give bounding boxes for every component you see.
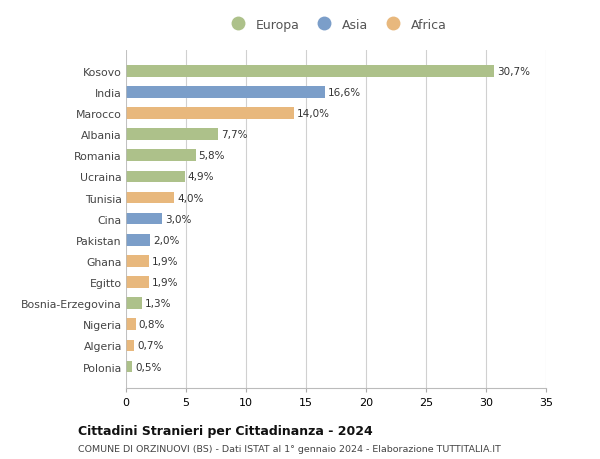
Bar	[126, 256, 149, 267]
Bar	[126, 235, 150, 246]
Bar	[126, 277, 149, 288]
Text: 4,0%: 4,0%	[177, 193, 203, 203]
Text: 30,7%: 30,7%	[497, 67, 530, 77]
Bar	[126, 298, 142, 309]
Legend: Europa, Asia, Africa: Europa, Asia, Africa	[223, 16, 449, 34]
Bar	[126, 108, 294, 120]
Text: Cittadini Stranieri per Cittadinanza - 2024: Cittadini Stranieri per Cittadinanza - 2…	[78, 425, 373, 437]
Text: 7,7%: 7,7%	[221, 130, 248, 140]
Text: 16,6%: 16,6%	[328, 88, 361, 98]
Text: 1,9%: 1,9%	[152, 256, 178, 266]
Bar	[126, 171, 185, 183]
Bar	[126, 150, 196, 162]
Text: 14,0%: 14,0%	[297, 109, 330, 119]
Bar	[126, 361, 132, 373]
Bar	[126, 192, 174, 204]
Text: 1,3%: 1,3%	[145, 298, 171, 308]
Bar	[126, 340, 134, 352]
Bar	[126, 66, 494, 78]
Text: COMUNE DI ORZINUOVI (BS) - Dati ISTAT al 1° gennaio 2024 - Elaborazione TUTTITAL: COMUNE DI ORZINUOVI (BS) - Dati ISTAT al…	[78, 444, 501, 453]
Text: 2,0%: 2,0%	[153, 235, 179, 245]
Text: 4,9%: 4,9%	[188, 172, 214, 182]
Bar	[126, 319, 136, 330]
Text: 5,8%: 5,8%	[199, 151, 225, 161]
Text: 0,5%: 0,5%	[135, 362, 161, 372]
Text: 1,9%: 1,9%	[152, 277, 178, 287]
Bar	[126, 87, 325, 99]
Text: 0,7%: 0,7%	[137, 341, 164, 351]
Bar	[126, 213, 162, 225]
Text: 3,0%: 3,0%	[165, 214, 191, 224]
Bar	[126, 129, 218, 140]
Text: 0,8%: 0,8%	[139, 319, 165, 330]
